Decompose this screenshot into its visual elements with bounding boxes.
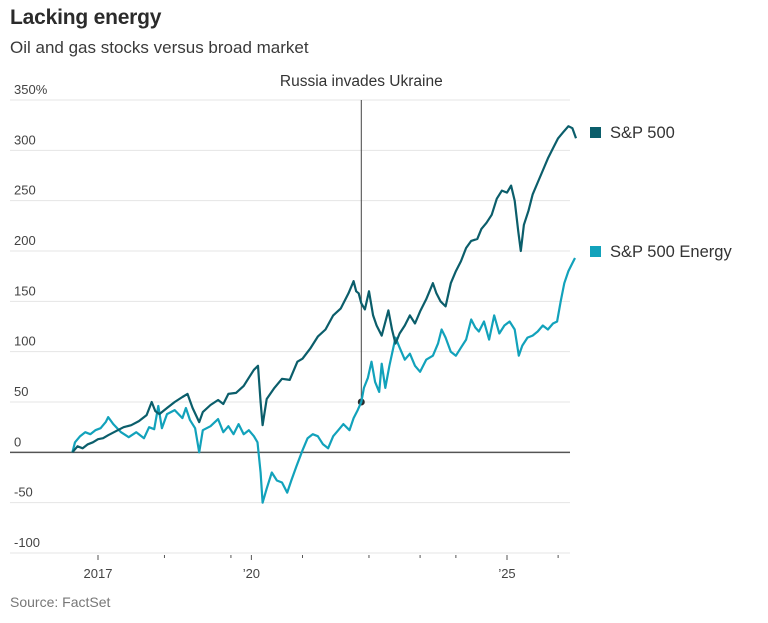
series-line-energy	[71, 257, 576, 504]
legend-swatch	[590, 127, 601, 138]
x-tick-label: ’20	[243, 566, 260, 581]
y-tick-label: 200	[14, 233, 36, 248]
gridlines	[10, 99, 570, 554]
x-tick-label: 2017	[84, 566, 113, 581]
chart-subtitle: Oil and gas stocks versus broad market	[10, 38, 309, 57]
y-tick-label: 350%	[14, 82, 48, 97]
series-line-sp500	[71, 125, 578, 454]
y-tick-label: 150	[14, 283, 36, 298]
y-tick-label: 300	[14, 132, 36, 147]
legend-swatch	[590, 246, 601, 257]
y-tick-label: 0	[14, 434, 21, 449]
y-tick-label: 100	[14, 334, 36, 349]
legend-label: S&P 500	[610, 124, 675, 142]
legend-item-energy: S&P 500 Energy	[590, 243, 732, 261]
y-tick-label: 250	[14, 183, 36, 198]
series-layer	[71, 125, 578, 504]
x-axis: 2017 ’20 ’25	[84, 555, 559, 581]
legend: S&P 500 S&P 500 Energy	[590, 124, 732, 261]
y-tick-label: -100	[14, 535, 40, 550]
legend-label: S&P 500 Energy	[610, 243, 732, 261]
x-tick-label: ’25	[498, 566, 515, 581]
chart-title: Lacking energy	[10, 6, 162, 29]
source-note: Source: FactSet	[10, 594, 111, 610]
legend-item-sp500: S&P 500	[590, 124, 675, 142]
annotation-label: Russia invades Ukraine	[280, 73, 443, 90]
y-axis-labels: 350% 300 250 200 150 100 50 0 -50 -100	[14, 82, 48, 550]
y-tick-label: -50	[14, 485, 33, 500]
y-tick-label: 50	[14, 384, 28, 399]
